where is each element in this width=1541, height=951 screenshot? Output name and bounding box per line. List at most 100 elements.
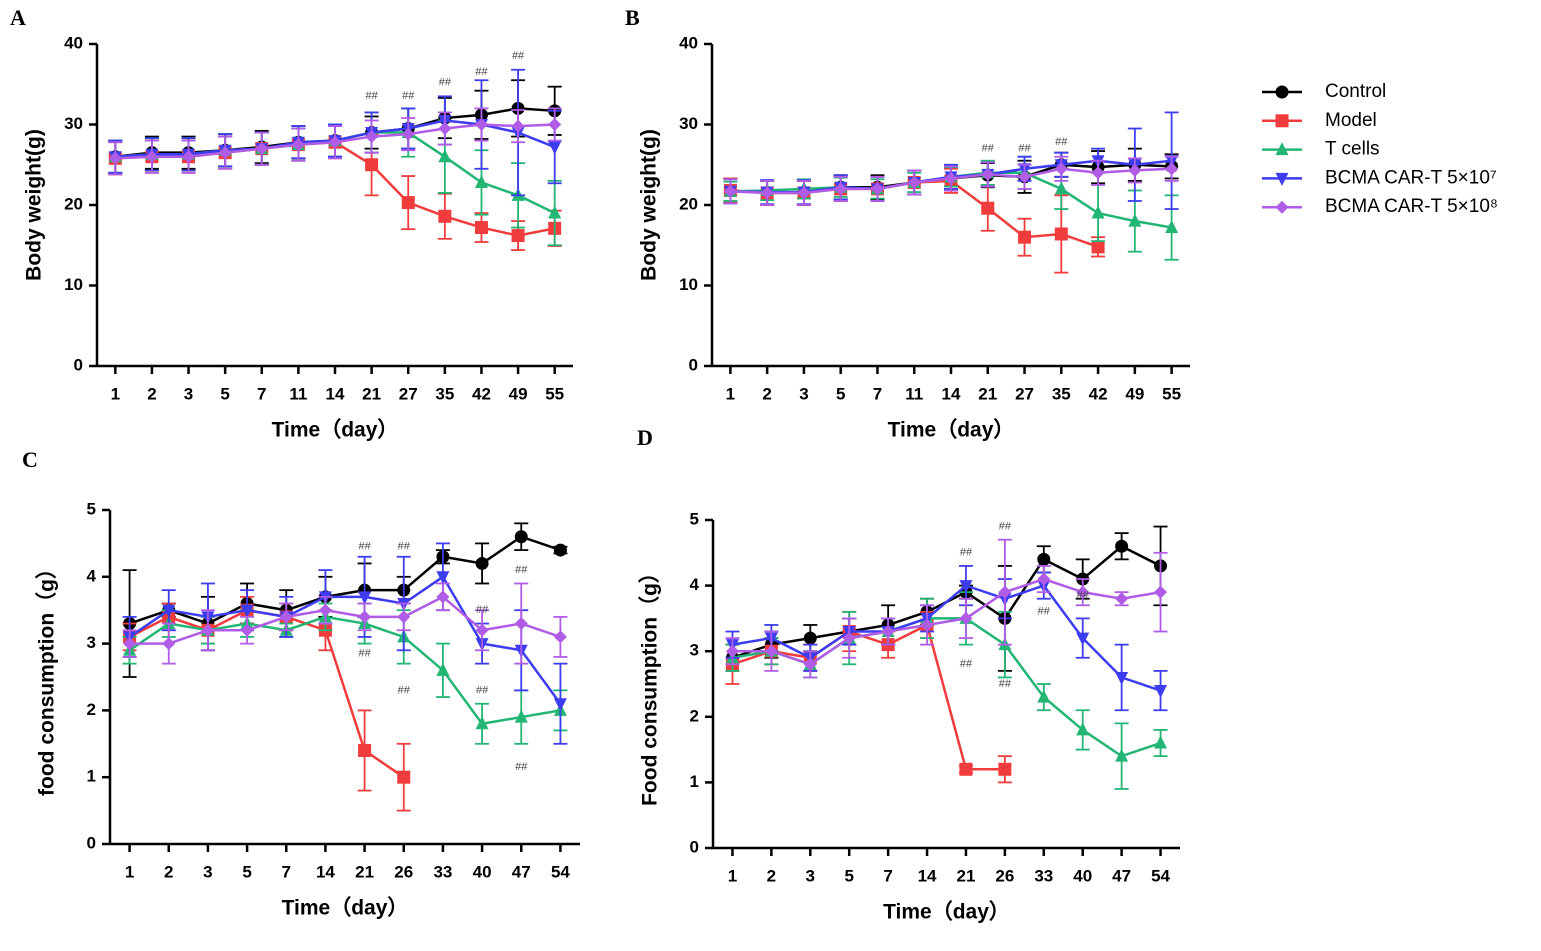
legend-marker bbox=[1275, 142, 1289, 156]
marker bbox=[1154, 585, 1168, 599]
x-tick-label: 5 bbox=[836, 384, 845, 403]
x-tick-label: 42 bbox=[472, 384, 491, 403]
marker bbox=[548, 205, 562, 219]
marker bbox=[920, 618, 934, 632]
marker bbox=[1115, 671, 1129, 685]
x-tick-label: 47 bbox=[1112, 866, 1131, 885]
marker bbox=[1076, 722, 1090, 736]
marker bbox=[201, 623, 215, 637]
annotation: ## bbox=[1055, 136, 1068, 148]
x-tick-label: 2 bbox=[767, 866, 776, 885]
marker bbox=[279, 610, 293, 624]
legend-label: BCMA CAR-T 5×10⁸ bbox=[1325, 196, 1498, 217]
y-tick-label: 0 bbox=[87, 833, 96, 852]
annotation: ## bbox=[982, 143, 995, 155]
series-line bbox=[732, 584, 1161, 692]
legend-marker bbox=[1275, 114, 1289, 128]
series-line bbox=[128, 615, 561, 726]
marker bbox=[842, 631, 856, 645]
marker bbox=[803, 657, 817, 671]
y-tick-label: 5 bbox=[87, 499, 96, 518]
marker bbox=[907, 175, 921, 189]
marker bbox=[981, 201, 995, 215]
series-line bbox=[128, 575, 562, 705]
x-tick-label: 5 bbox=[220, 384, 229, 403]
marker bbox=[1018, 170, 1032, 184]
marker bbox=[548, 118, 562, 131]
marker bbox=[1128, 213, 1142, 227]
marker bbox=[397, 610, 411, 624]
x-tick-label: 35 bbox=[1052, 384, 1071, 403]
marker bbox=[981, 167, 995, 181]
marker bbox=[145, 150, 159, 164]
marker bbox=[764, 644, 778, 658]
marker bbox=[474, 118, 488, 131]
marker bbox=[318, 603, 332, 617]
series-line bbox=[732, 577, 1161, 666]
marker bbox=[474, 174, 488, 188]
marker bbox=[358, 591, 372, 605]
marker bbox=[514, 617, 528, 631]
y-tick-label: 5 bbox=[690, 509, 699, 528]
x-axis-label: Time（day） bbox=[282, 896, 409, 920]
marker bbox=[438, 209, 452, 223]
marker bbox=[1165, 162, 1179, 176]
x-tick-label: 49 bbox=[1125, 384, 1144, 403]
x-tick-label: 35 bbox=[435, 384, 454, 403]
marker bbox=[358, 610, 372, 624]
y-tick-label: 2 bbox=[690, 706, 699, 725]
x-tick-label: 5 bbox=[242, 862, 251, 881]
marker bbox=[803, 631, 817, 645]
y-tick-label: 3 bbox=[690, 641, 699, 660]
y-tick-label: 40 bbox=[679, 33, 698, 52]
x-tick-label: 7 bbox=[257, 384, 266, 403]
x-tick-label: 14 bbox=[942, 384, 961, 403]
annotation: ## bbox=[476, 684, 489, 696]
marker bbox=[1115, 539, 1129, 553]
marker bbox=[1037, 552, 1051, 566]
annotation: ## bbox=[512, 50, 525, 62]
x-tick-label: 27 bbox=[1015, 384, 1034, 403]
series-line bbox=[129, 595, 561, 645]
annotation: ## bbox=[358, 541, 371, 553]
marker bbox=[553, 698, 567, 712]
panel-label: B bbox=[625, 5, 640, 30]
x-tick-label: 33 bbox=[433, 862, 452, 881]
panel-label: C bbox=[22, 447, 38, 472]
annotation: ## bbox=[960, 547, 973, 559]
x-tick-label: 26 bbox=[995, 866, 1014, 885]
marker bbox=[475, 556, 489, 570]
x-tick-label: 49 bbox=[509, 384, 528, 403]
marker bbox=[725, 644, 739, 658]
x-tick-label: 55 bbox=[545, 384, 564, 403]
marker bbox=[1054, 181, 1068, 195]
marker bbox=[959, 611, 973, 625]
marker bbox=[365, 130, 379, 144]
marker bbox=[514, 709, 528, 723]
x-tick-label: 3 bbox=[806, 866, 815, 885]
marker bbox=[881, 625, 895, 639]
marker bbox=[397, 770, 411, 784]
marker bbox=[1018, 230, 1032, 244]
marker bbox=[328, 135, 342, 149]
annotation: ## bbox=[1018, 143, 1031, 155]
marker bbox=[1154, 685, 1168, 699]
marker bbox=[1128, 163, 1142, 177]
x-tick-label: 11 bbox=[905, 384, 923, 403]
marker bbox=[1115, 592, 1129, 606]
marker bbox=[438, 149, 452, 163]
annotation: ## bbox=[398, 684, 411, 696]
y-tick-label: 30 bbox=[679, 114, 698, 133]
marker bbox=[162, 604, 176, 618]
annotation: ## bbox=[960, 658, 973, 670]
x-tick-label: 2 bbox=[762, 384, 771, 403]
annotation: ## bbox=[365, 90, 378, 102]
x-tick-label: 3 bbox=[184, 384, 193, 403]
y-tick-label: 10 bbox=[64, 275, 83, 294]
marker bbox=[959, 580, 973, 594]
marker bbox=[218, 146, 232, 160]
legend-label: Control bbox=[1325, 81, 1386, 102]
annotation: ## bbox=[358, 648, 371, 660]
x-tick-label: 42 bbox=[1089, 384, 1108, 403]
